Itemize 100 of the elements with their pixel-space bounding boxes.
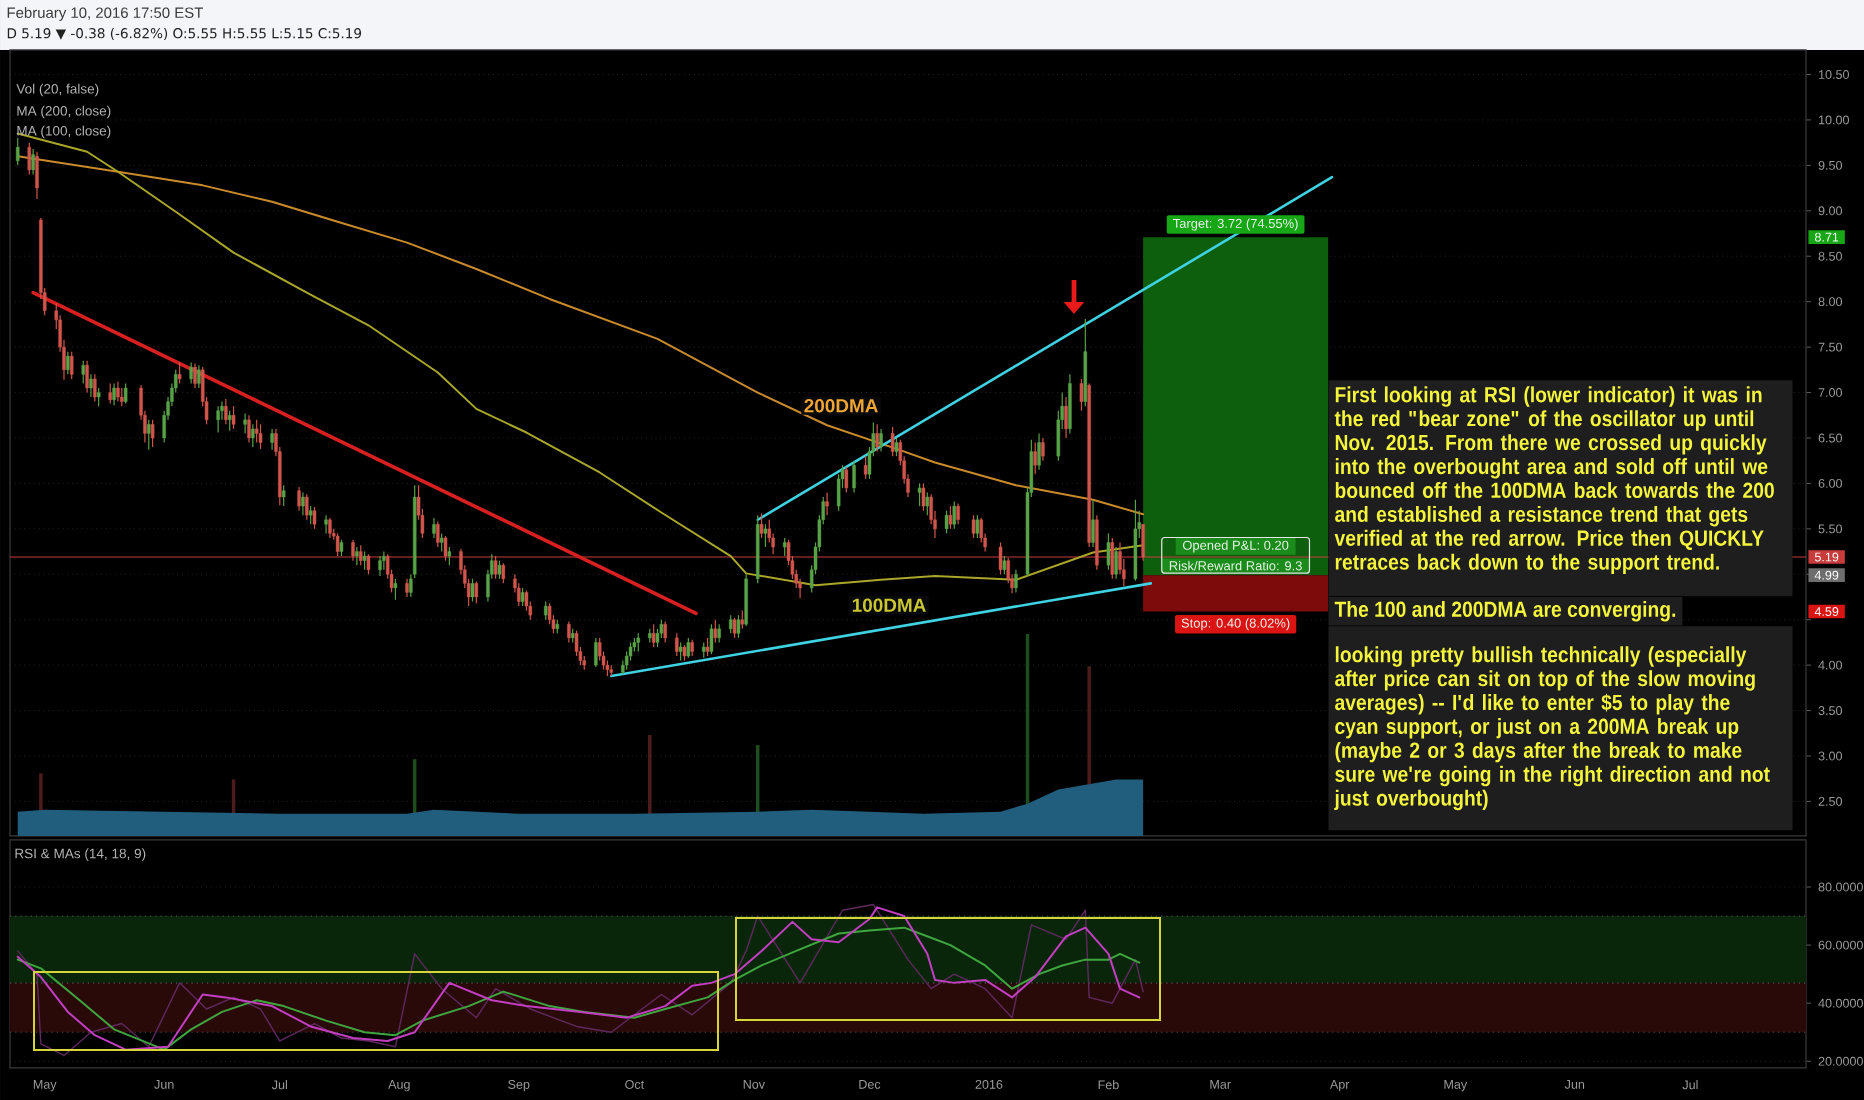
candlestick — [1110, 537, 1115, 580]
candlestick — [998, 541, 1003, 575]
candlestick — [1037, 432, 1041, 471]
candlestick — [355, 546, 359, 566]
annotation: looking pretty bullish technically (especially after price can sit on top of the slow moving averages) -- I'd like to enter $5 to play the cyan support, or just on a 200MA break up (maybe 2 or 3 days after the break to make sure we're going in the right direction and not just overbought) — [1334, 646, 1770, 811]
candlestick — [782, 537, 787, 557]
candlestick — [116, 381, 120, 403]
candlestick — [863, 455, 868, 480]
candlestick — [89, 373, 93, 398]
candlestick — [501, 562, 506, 584]
candlestick — [216, 405, 220, 434]
candlestick — [709, 623, 714, 655]
candlestick — [1064, 396, 1068, 439]
candlestick — [956, 502, 960, 525]
candlestick — [15, 137, 20, 166]
candlestick — [324, 514, 328, 534]
candlestick — [875, 423, 879, 453]
annotation: The 100 and 200DMA are converging. — [1334, 600, 1676, 622]
candlestick — [944, 510, 949, 534]
candlestick — [836, 473, 841, 512]
candlestick — [281, 484, 286, 507]
candlestick — [636, 632, 640, 653]
candlestick — [543, 600, 548, 621]
candlestick — [177, 361, 182, 385]
candlestick — [1033, 441, 1037, 475]
candlestick — [659, 619, 664, 639]
candlestick — [1141, 523, 1145, 562]
candlestick — [351, 539, 355, 562]
candlestick — [1091, 499, 1095, 548]
candlestick — [517, 582, 521, 607]
candlestick — [736, 614, 741, 639]
candlestick — [925, 491, 930, 516]
candlestick — [366, 553, 371, 575]
candlestick — [378, 555, 382, 577]
candlestick — [93, 373, 97, 403]
candlestick — [717, 623, 721, 644]
candlestick — [243, 412, 247, 435]
candlestick — [497, 560, 502, 580]
candlestick — [436, 520, 440, 548]
candlestick — [85, 360, 89, 394]
candlestick — [763, 523, 768, 548]
candlestick — [655, 628, 660, 648]
candlestick — [81, 360, 85, 385]
candlestick — [971, 514, 976, 539]
candlestick — [844, 466, 849, 494]
candlestick — [798, 578, 802, 599]
candlestick — [1002, 555, 1007, 575]
candlestick — [879, 428, 883, 453]
candlestick — [197, 364, 201, 389]
candlestick — [297, 486, 301, 512]
candlestick — [852, 460, 856, 494]
candlestick — [112, 382, 116, 406]
candlestick — [1106, 532, 1111, 571]
candlestick — [193, 362, 197, 389]
candlestick — [31, 148, 35, 176]
candlestick — [447, 546, 452, 566]
candlestick — [825, 491, 829, 516]
candlestick — [443, 535, 448, 562]
candlestick — [35, 151, 39, 200]
candlestick — [305, 493, 309, 521]
series-label: 100DMA — [852, 598, 926, 612]
candlestick — [335, 532, 340, 557]
candlestick — [678, 641, 683, 662]
candlestick — [628, 641, 633, 662]
candlestick — [405, 578, 409, 598]
candlestick — [231, 405, 236, 430]
series-label: 200DMA — [804, 399, 878, 413]
candlestick — [1079, 378, 1084, 412]
candlestick — [224, 398, 228, 425]
candlestick — [439, 532, 444, 553]
candlestick — [663, 620, 667, 644]
candlestick — [594, 637, 598, 668]
candlestick — [254, 419, 259, 444]
candlestick — [301, 491, 305, 516]
candlestick — [675, 632, 679, 657]
candlestick — [432, 517, 436, 539]
candlestick — [624, 650, 629, 671]
candlestick — [744, 573, 748, 627]
candlestick — [251, 423, 255, 448]
candlestick — [547, 602, 552, 625]
candlestick — [979, 517, 983, 544]
candlestick — [952, 500, 957, 530]
candlestick — [393, 578, 398, 601]
candlestick — [1041, 437, 1045, 462]
candlestick — [108, 382, 112, 405]
candlestick — [258, 423, 263, 450]
candlestick — [1068, 373, 1072, 435]
candlestick — [147, 419, 151, 451]
candlestick — [728, 614, 733, 634]
candlestick — [1095, 514, 1099, 571]
candlestick — [96, 387, 101, 407]
candlestick — [732, 617, 737, 639]
candlestick — [740, 610, 745, 630]
candlestick — [975, 514, 980, 539]
candlestick — [894, 437, 899, 457]
candlestick — [470, 578, 475, 603]
candlestick — [948, 505, 953, 530]
candlestick — [270, 428, 274, 451]
candlestick — [69, 351, 74, 380]
candlestick — [362, 550, 367, 571]
